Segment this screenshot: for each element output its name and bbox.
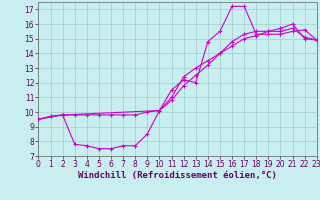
X-axis label: Windchill (Refroidissement éolien,°C): Windchill (Refroidissement éolien,°C) — [78, 171, 277, 180]
